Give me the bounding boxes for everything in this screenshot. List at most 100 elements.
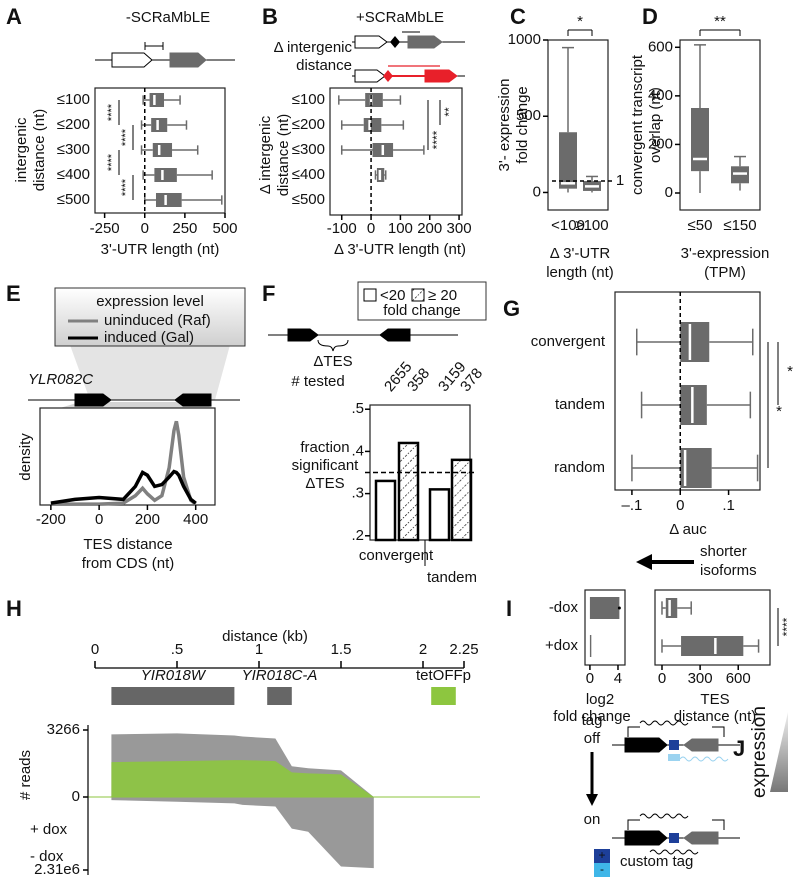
- panel-title: -SCRaMbLE: [126, 9, 210, 26]
- gene-label: YLR082C: [28, 371, 93, 388]
- y-axis-label: ΔTES: [305, 475, 344, 492]
- significance-stars: ****: [106, 153, 118, 171]
- category-label: +dox: [545, 637, 578, 654]
- category-label: random: [554, 459, 605, 476]
- diagram-label: distance: [296, 57, 352, 74]
- transcript: [679, 756, 729, 762]
- gene-arrow: [624, 830, 668, 846]
- box: [151, 118, 168, 132]
- bar: [450, 458, 473, 542]
- legend-label: uninduced (Raf): [104, 312, 211, 329]
- significance-stars: ****: [106, 103, 118, 121]
- legend-swatch: [411, 288, 425, 302]
- gene: [431, 687, 456, 705]
- y-tick-label: 3266: [47, 721, 80, 738]
- breakpoint: [390, 36, 400, 48]
- x-tick-label: 2: [419, 641, 427, 658]
- brace: [317, 339, 349, 352]
- box: [680, 322, 710, 362]
- significance-stars: ****: [120, 128, 132, 146]
- x-tick-label: 0: [658, 670, 666, 687]
- panel-letter: J: [733, 736, 745, 761]
- x-axis-label: distance (kb): [222, 628, 308, 645]
- promoter: [627, 819, 640, 830]
- gene-arrow: [174, 393, 212, 407]
- significance-stars: **: [714, 13, 726, 30]
- x-axis-label: from CDS (nt): [82, 555, 175, 572]
- y-axis-label: intergenic: [13, 117, 30, 183]
- gene-arrow: [407, 35, 443, 49]
- legend-label: + dox: [30, 821, 68, 838]
- category-label: <100: [551, 217, 585, 234]
- x-axis-label: log2: [586, 691, 614, 708]
- category-label: ≤50: [688, 217, 713, 234]
- box: [155, 193, 182, 207]
- box: [363, 118, 382, 132]
- significance-stars: **: [442, 107, 456, 117]
- gene-arrow: [683, 738, 719, 752]
- box: [152, 143, 173, 157]
- x-tick-label: 1.5: [331, 641, 352, 658]
- y-axis-label: convergent transcript: [629, 54, 646, 195]
- panel-letter: H: [6, 596, 22, 621]
- panel-letter: F: [262, 281, 275, 306]
- arrow-head: [636, 554, 652, 570]
- x-axis-label: TES distance: [83, 536, 172, 553]
- density-line: [50, 469, 197, 505]
- y-axis-label: 3'- expression: [496, 79, 513, 172]
- x-axis-label: 3'-UTR length (nt): [101, 241, 220, 258]
- reference-label: 1: [616, 172, 624, 189]
- significance-stars: ****: [120, 178, 132, 196]
- category-label: ≤500: [292, 191, 325, 208]
- box: [559, 132, 577, 189]
- gene-arrow: [287, 328, 319, 342]
- gene: [111, 687, 235, 705]
- significance-stars: *: [776, 403, 782, 420]
- x-tick-label: 0: [586, 670, 594, 687]
- gene-label: YIR018C-A: [242, 667, 318, 684]
- box: [154, 168, 177, 182]
- x-tick-label: 2.25: [449, 641, 478, 658]
- y-axis-label: significant: [292, 457, 360, 474]
- legend-label: induced (Gal): [104, 329, 194, 346]
- x-tick-label: 500: [212, 220, 237, 237]
- feature-label: ΔTES: [313, 353, 352, 370]
- x-tick-label: 300: [688, 670, 713, 687]
- category-label: ≤200: [292, 116, 325, 133]
- x-tick-label: 0: [141, 220, 149, 237]
- panel-letter: B: [262, 4, 278, 29]
- y-tick-label: 0: [533, 183, 541, 200]
- breakpoint: [383, 70, 393, 82]
- category-label: convergent: [531, 333, 606, 350]
- category-label: ≤300: [292, 141, 325, 158]
- category-label: ≥100: [575, 217, 608, 234]
- panel-letter: E: [6, 281, 21, 306]
- bar: [397, 441, 420, 542]
- category-label: ≤200: [57, 116, 90, 133]
- legend-title: expression level: [96, 293, 204, 310]
- category-label: ≤400: [57, 166, 90, 183]
- plot-frame: [329, 87, 463, 216]
- significance-stars: ****: [430, 130, 444, 149]
- expression-wedge: [770, 712, 788, 792]
- legend-label: ≥ 20: [428, 287, 457, 304]
- category-label: convergent: [359, 547, 434, 564]
- category-label: ≤150: [723, 217, 756, 234]
- legend-label: custom tag: [620, 853, 693, 870]
- plot-frame: [614, 291, 761, 491]
- diagram-label: Δ intergenic: [274, 39, 353, 56]
- gene-arrow: [74, 393, 112, 407]
- y-tick-label: .2: [351, 527, 364, 544]
- legend-swatch: [363, 288, 377, 302]
- panel-letter: I: [506, 596, 512, 621]
- bar: [589, 635, 592, 657]
- x-tick-label: 200: [135, 511, 160, 528]
- bar: [589, 597, 620, 619]
- x-tick-label: 0: [367, 220, 375, 237]
- legend-symbol: -: [600, 862, 604, 876]
- gene-label: YIR018W: [141, 667, 207, 684]
- x-tick-label: -250: [90, 220, 120, 237]
- y-axis-label: density: [17, 433, 34, 481]
- legend-swatch: [594, 863, 610, 877]
